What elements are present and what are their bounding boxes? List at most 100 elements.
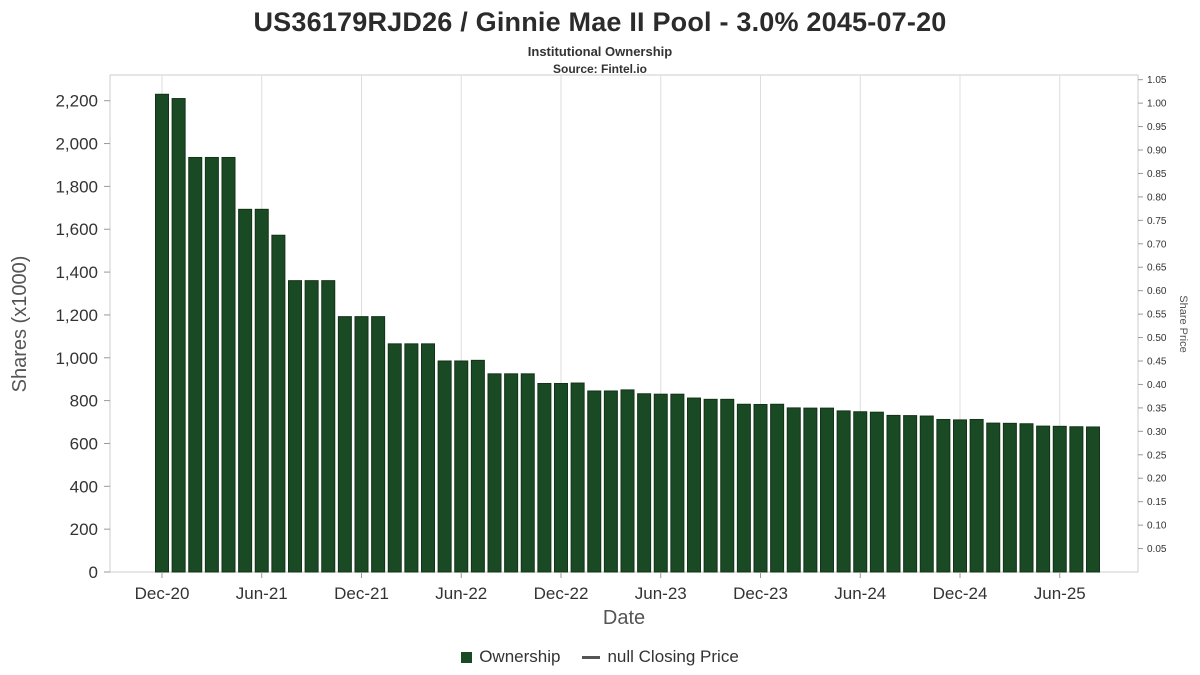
ownership-bar xyxy=(188,156,203,573)
y-tick-label: 1,400 xyxy=(55,263,98,282)
y2-tick-label: 0.40 xyxy=(1147,380,1167,391)
y-tick-label: 400 xyxy=(70,477,98,496)
y2-tick-label: 0.90 xyxy=(1147,146,1167,157)
ownership-bar xyxy=(620,389,635,573)
ownership-bar xyxy=(653,393,668,573)
ownership-bar xyxy=(1002,422,1017,573)
y2-tick-label: 0.25 xyxy=(1147,450,1167,461)
y-tick-label: 1,000 xyxy=(55,349,98,368)
ownership-bar xyxy=(470,359,485,573)
ownership-bar xyxy=(736,403,751,573)
ownership-bar xyxy=(587,390,602,573)
ownership-bar xyxy=(337,316,352,573)
ownership-bar xyxy=(354,316,369,573)
chart-source: Source: Fintel.io xyxy=(552,62,647,76)
ownership-bar xyxy=(387,343,402,573)
ownership-bar xyxy=(953,419,967,573)
ownership-bar xyxy=(371,316,386,573)
legend-item-ownership[interactable]: Ownership xyxy=(461,647,560,667)
x-axis-label: Date xyxy=(603,607,645,629)
x-tick-label: Jun-21 xyxy=(236,584,288,603)
y2-tick-label: 0.75 xyxy=(1147,216,1167,227)
ownership-bar xyxy=(238,208,253,573)
ownership-bar xyxy=(171,98,186,573)
y2-tick-label: 0.85 xyxy=(1147,169,1167,180)
ownership-bar xyxy=(487,373,502,573)
ownership-bar xyxy=(637,393,652,573)
ownership-bar xyxy=(786,407,801,573)
ownership-bar xyxy=(221,156,236,573)
ownership-bar xyxy=(504,373,519,573)
x-tick-label: Dec-20 xyxy=(135,584,190,603)
ownership-bar xyxy=(254,208,269,573)
ownership-bar xyxy=(454,360,469,573)
ownership-chart: Dec-20 Jun-21 Dec-21 Jun-22 Dec-22 Jun-23 Dec-… xyxy=(9,74,1189,629)
y2-tick-label: 0.80 xyxy=(1147,192,1167,203)
y-tick-label: 1,800 xyxy=(55,177,98,196)
ownership-bar xyxy=(1036,425,1051,573)
legend-item-closing-price[interactable]: null Closing Price xyxy=(582,647,739,667)
ownership-bar xyxy=(720,398,735,573)
ownership-bar xyxy=(520,373,535,573)
y-tick-label: 800 xyxy=(70,392,98,411)
y-tick-label: 0 xyxy=(89,563,98,582)
ownership-bar xyxy=(1086,426,1100,573)
legend-label-closing-price: null Closing Price xyxy=(607,647,739,666)
y2-tick-label: 0.15 xyxy=(1147,497,1167,508)
ownership-bar xyxy=(1019,423,1034,573)
legend: Ownership null Closing Price xyxy=(0,644,1200,670)
legend-label-ownership: Ownership xyxy=(479,647,561,666)
ownership-bar xyxy=(304,280,319,573)
ownership-swatch-icon xyxy=(461,651,473,663)
y2-tick-label: 0.50 xyxy=(1147,333,1167,344)
x-tick-label: Dec-23 xyxy=(733,584,788,603)
y-tick-label: 2,000 xyxy=(55,135,98,154)
y2-tick-label: 0.30 xyxy=(1147,427,1167,438)
y2-tick-label: 0.60 xyxy=(1147,286,1167,297)
y2-tick-label: 0.45 xyxy=(1147,357,1167,368)
ownership-bar xyxy=(803,407,818,573)
ownership-bar xyxy=(903,415,918,573)
ownership-bar xyxy=(670,393,685,573)
ownership-bar xyxy=(554,382,568,573)
y2-tick-label: 0.65 xyxy=(1147,263,1167,274)
y2-axis-label: Share Price xyxy=(1177,295,1189,352)
ownership-bar xyxy=(853,411,868,573)
y2-tick-label: 1.00 xyxy=(1147,99,1167,110)
y-tick-label: 200 xyxy=(70,520,98,539)
ownership-bar xyxy=(886,414,901,573)
ownership-bar xyxy=(936,418,951,573)
y-tick-label: 1,600 xyxy=(55,220,98,239)
y-tick-label: 2,200 xyxy=(55,92,98,111)
chart-header: US36179RJD26 / Ginnie Mae II Pool - 3.0%… xyxy=(0,0,1200,76)
y2-tick-label: 0.05 xyxy=(1147,544,1167,555)
ownership-bar xyxy=(155,93,169,573)
y2-tick-label: 0.20 xyxy=(1147,474,1167,485)
bars-layer xyxy=(155,93,1100,573)
ownership-bar xyxy=(603,390,618,573)
chart-title: US36179RJD26 / Ginnie Mae II Pool - 3.0%… xyxy=(253,7,947,37)
ownership-bar xyxy=(1052,425,1067,573)
x-tick-label: Dec-22 xyxy=(534,584,589,603)
ownership-bar xyxy=(687,397,701,573)
ownership-bar xyxy=(1069,426,1084,573)
x-tick-label: Dec-21 xyxy=(334,584,389,603)
y2-tick-label: 0.95 xyxy=(1147,122,1167,133)
ownership-bar xyxy=(537,382,552,573)
y-tick-label: 1,200 xyxy=(55,306,98,325)
ownership-bar xyxy=(986,422,1001,573)
y2-tick-label: 0.10 xyxy=(1147,521,1167,532)
ownership-bar xyxy=(770,403,785,573)
y-axis-label: Shares (x1000) xyxy=(9,256,31,393)
ownership-bar xyxy=(321,280,336,573)
ownership-bar xyxy=(421,343,435,573)
ownership-bar xyxy=(271,234,286,573)
y2-tick-label: 0.35 xyxy=(1147,403,1167,414)
ownership-bar xyxy=(404,343,419,573)
x-tick-label: Jun-25 xyxy=(1034,584,1086,603)
y2-tick-label: 0.70 xyxy=(1147,239,1167,250)
ownership-bar xyxy=(570,382,585,573)
y2-tick-label: 1.05 xyxy=(1147,75,1167,86)
ownership-bar xyxy=(919,415,934,573)
axes-layer: Dec-20 Jun-21 Dec-21 Jun-22 Dec-22 Jun-23 Dec-… xyxy=(55,75,1166,603)
